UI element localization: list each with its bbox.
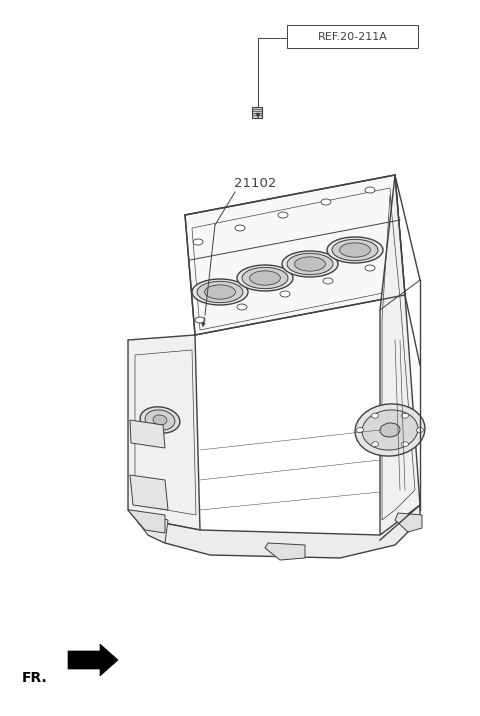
- Polygon shape: [128, 510, 165, 533]
- Polygon shape: [148, 505, 420, 558]
- Ellipse shape: [250, 271, 280, 285]
- Polygon shape: [128, 335, 200, 530]
- Ellipse shape: [242, 267, 288, 289]
- Ellipse shape: [323, 278, 333, 284]
- Ellipse shape: [332, 239, 378, 261]
- Polygon shape: [128, 275, 420, 565]
- Polygon shape: [395, 513, 422, 532]
- Ellipse shape: [237, 304, 247, 310]
- Ellipse shape: [237, 265, 293, 291]
- Text: FR.: FR.: [22, 671, 48, 685]
- Ellipse shape: [278, 212, 288, 218]
- Ellipse shape: [365, 187, 375, 193]
- Ellipse shape: [401, 413, 408, 418]
- Ellipse shape: [327, 237, 383, 263]
- Ellipse shape: [197, 281, 243, 303]
- Text: REF.20-211A: REF.20-211A: [318, 32, 387, 42]
- Ellipse shape: [380, 423, 400, 437]
- Ellipse shape: [295, 257, 325, 271]
- Ellipse shape: [372, 413, 379, 418]
- Ellipse shape: [287, 253, 333, 275]
- Ellipse shape: [321, 199, 331, 205]
- Ellipse shape: [235, 225, 245, 231]
- Polygon shape: [130, 420, 165, 448]
- Ellipse shape: [145, 410, 175, 430]
- Ellipse shape: [355, 404, 425, 456]
- Ellipse shape: [372, 442, 379, 447]
- Polygon shape: [128, 510, 168, 543]
- Ellipse shape: [192, 279, 248, 305]
- Ellipse shape: [282, 251, 338, 277]
- Ellipse shape: [357, 427, 363, 432]
- Ellipse shape: [280, 291, 290, 297]
- Ellipse shape: [401, 442, 408, 447]
- Polygon shape: [68, 644, 118, 676]
- Ellipse shape: [153, 415, 167, 425]
- Polygon shape: [287, 25, 418, 48]
- Ellipse shape: [195, 317, 205, 323]
- Ellipse shape: [204, 285, 235, 299]
- Ellipse shape: [340, 243, 371, 257]
- Polygon shape: [252, 107, 262, 118]
- Text: 21102: 21102: [234, 177, 276, 190]
- Polygon shape: [130, 475, 168, 510]
- Ellipse shape: [365, 265, 375, 271]
- Ellipse shape: [193, 239, 203, 245]
- Polygon shape: [185, 175, 405, 335]
- Polygon shape: [265, 543, 305, 560]
- Ellipse shape: [417, 427, 423, 432]
- Ellipse shape: [140, 407, 180, 433]
- Polygon shape: [380, 175, 420, 535]
- Ellipse shape: [362, 410, 418, 450]
